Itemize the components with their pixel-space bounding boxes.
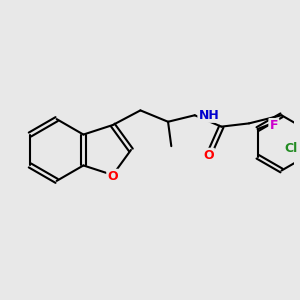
Text: F: F <box>270 119 278 132</box>
Text: NH: NH <box>199 109 219 122</box>
Text: O: O <box>107 170 118 183</box>
Text: Cl: Cl <box>285 142 298 155</box>
Text: O: O <box>203 149 214 162</box>
